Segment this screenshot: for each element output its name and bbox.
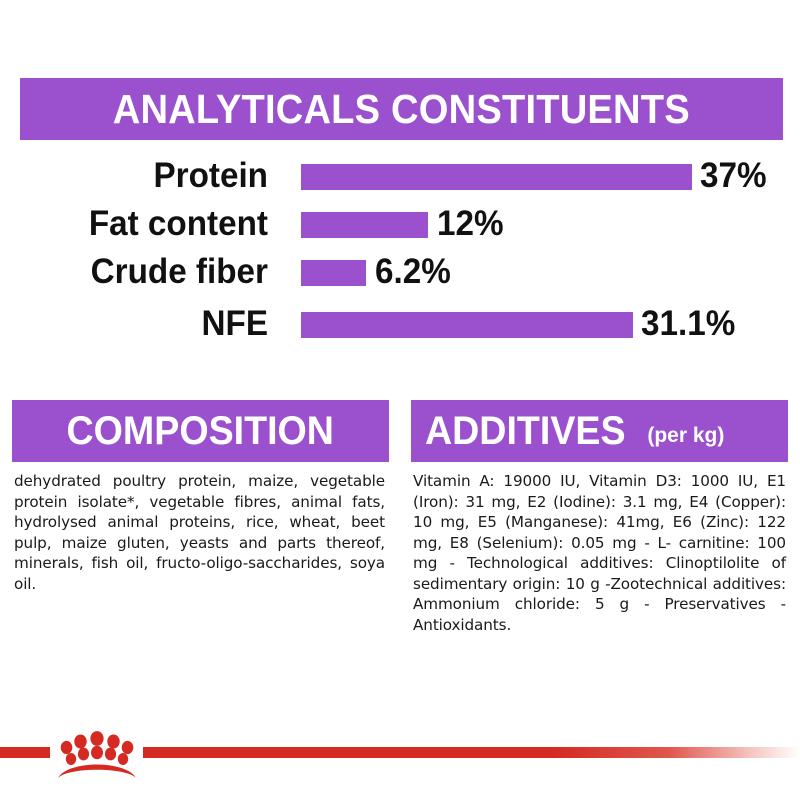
composition-body-text: dehydrated poultry protein, maize, veget… [14, 472, 385, 593]
bar-protein [301, 164, 692, 190]
additives-body-text: Vitamin A: 19000 IU, Vitamin D3: 1000 IU… [413, 472, 786, 634]
chart-row: NFE 31.1% [0, 300, 800, 348]
chart-row: Protein 37% [0, 152, 800, 200]
bar-fill-fat-content [301, 212, 428, 238]
brand-rule-left [0, 747, 50, 758]
brand-rule-right [143, 747, 800, 758]
royal-canin-crown-icon [58, 731, 136, 778]
bar-value-protein: 37% [700, 156, 767, 195]
bar-value-fat-content: 12% [437, 204, 504, 243]
bar-fill-protein [301, 164, 692, 190]
additives-unit-note: (per kg) [647, 423, 725, 447]
bar-category-label-fat-content: Fat content [88, 204, 268, 243]
analyticals-constituents-banner: ANALYTICALS CONSTITUENTS [20, 78, 783, 140]
chart-row: Fat content 12% [0, 200, 800, 248]
bar-category-label-nfe: NFE [201, 304, 269, 343]
bar-fat-content [301, 212, 428, 238]
bar-value-nfe: 31.1% [641, 304, 736, 343]
chart-row: Crude fiber 6.2% [0, 248, 800, 296]
bar-fill-crude-fiber [301, 260, 366, 286]
composition-banner: COMPOSITION [12, 400, 389, 462]
additives-panel: ADDITIVES (per kg) Vitamin A: 19000 IU, … [411, 400, 788, 635]
analyticals-constituents-title: ANALYTICALS CONSTITUENTS [112, 85, 691, 132]
composition-title: COMPOSITION [66, 409, 335, 453]
additives-banner: ADDITIVES (per kg) [411, 400, 788, 462]
composition-panel: COMPOSITION dehydrated poultry protein, … [12, 400, 389, 594]
additives-title: ADDITIVES [425, 409, 626, 453]
bar-fill-nfe [301, 312, 633, 338]
brand-footer-bar [0, 731, 800, 778]
analyticals-bar-chart: Protein 37% Fat content 12% Crude fiber … [0, 152, 800, 362]
bar-nfe [301, 312, 633, 338]
bar-category-label-protein: Protein [153, 156, 268, 195]
bar-category-label-crude-fiber: Crude fiber [90, 252, 268, 291]
bar-value-crude-fiber: 6.2% [375, 252, 451, 291]
bar-crude-fiber [301, 260, 366, 286]
